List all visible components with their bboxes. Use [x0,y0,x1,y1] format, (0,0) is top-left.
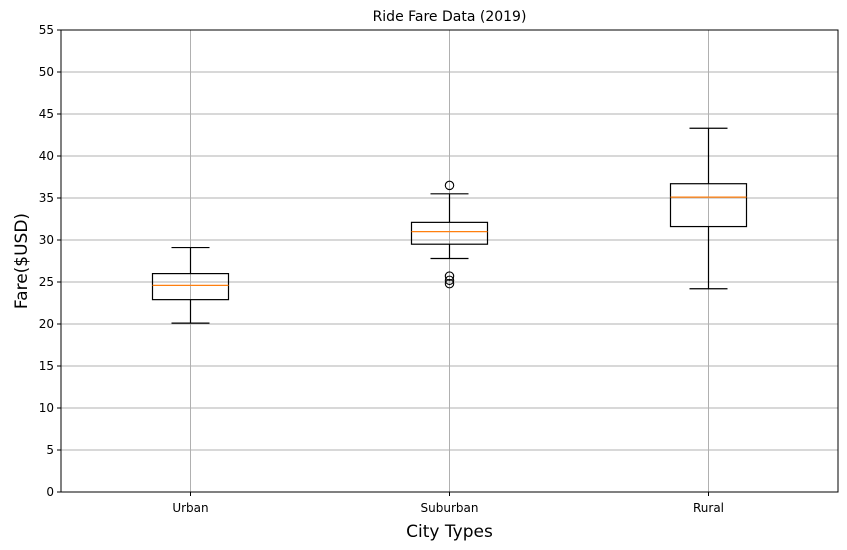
y-tick-label: 5 [46,443,54,457]
x-tick-label: Suburban [421,501,479,515]
grid-lines [61,29,838,493]
y-tick-label: 10 [39,401,54,415]
y-tick-label: 35 [39,191,54,205]
y-tick-label: 20 [39,317,54,331]
outlier-point [444,275,455,286]
y-tick-label: 30 [39,233,54,247]
box-plot-series [151,127,748,324]
outlier-point [444,278,455,289]
x-axis-label: City Types [406,522,493,542]
x-axis-ticks: Urban Suburban Rural [172,492,724,515]
y-tick-label: 25 [39,275,54,289]
iqr-box [669,183,748,228]
iqr-box [410,221,489,245]
y-tick-label: 50 [39,65,54,79]
y-tick-label: 0 [46,485,54,499]
chart-title: Ride Fare Data (2019) [373,9,527,25]
iqr-box [151,273,230,301]
box-group-rural [669,127,748,290]
x-tick-label: Urban [172,501,208,515]
y-tick-label: 45 [39,107,54,121]
box-group-suburban [410,180,489,289]
y-axis-label: Fare($USD) [12,213,32,309]
outlier-point [444,271,455,281]
y-tick-label: 15 [39,359,54,373]
box-group-urban [151,246,230,324]
y-tick-label: 55 [39,23,54,37]
y-tick-label: 40 [39,149,54,163]
outlier-point [444,180,455,191]
y-axis-ticks: 0 5 10 15 20 25 30 35 40 45 50 55 [39,23,61,499]
x-tick-label: Rural [693,501,724,515]
